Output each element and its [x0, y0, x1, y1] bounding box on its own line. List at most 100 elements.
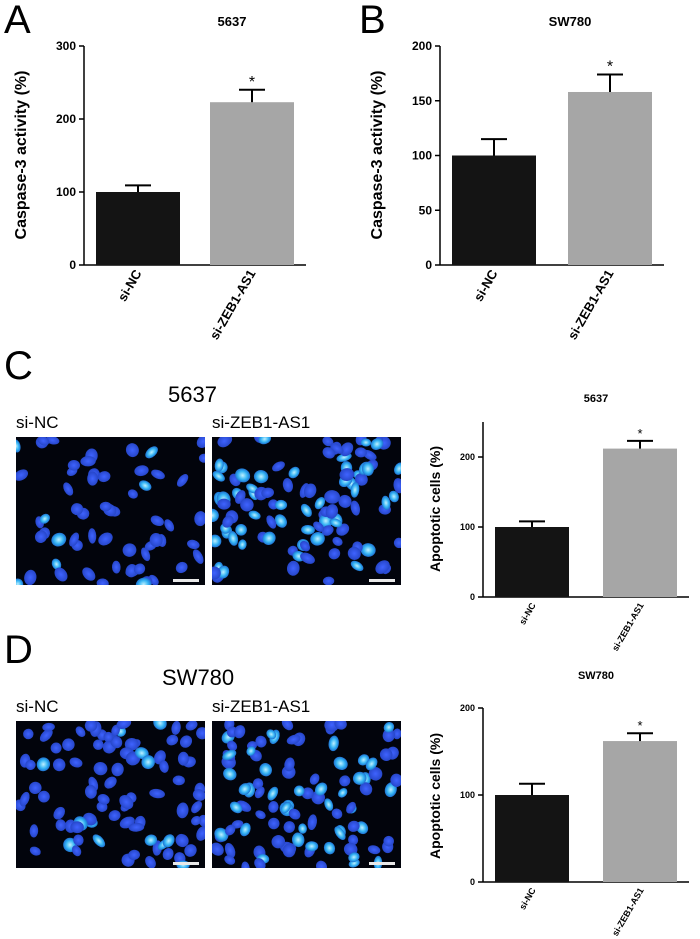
nucleus [288, 808, 301, 820]
nucleus [252, 778, 264, 790]
nucleus [212, 471, 225, 482]
nuclei-field [16, 437, 205, 585]
nucleus [329, 518, 343, 528]
nucleus [198, 453, 205, 463]
nucleus [268, 801, 279, 813]
y-axis-label-a: Caspase-3 activity (%) [13, 71, 30, 240]
x-tick-label-d-0: si-NC [517, 886, 538, 912]
y-tick-label-a-1: 100 [56, 185, 76, 199]
nucleus [111, 762, 124, 777]
chart-title-b: SW780 [549, 14, 592, 29]
nucleus [267, 786, 279, 801]
nucleus [379, 748, 393, 761]
micrograph-c-si-nc [16, 437, 205, 585]
nucleus [166, 734, 179, 746]
panel-letter-c: C [4, 344, 33, 388]
nucleus [241, 861, 250, 868]
bar-b-0 [452, 155, 536, 265]
nucleus [175, 561, 188, 574]
nucleus [253, 469, 269, 484]
nucleus [365, 757, 378, 771]
y-tick-label-c-1: 100 [460, 522, 475, 532]
nucleus [134, 465, 149, 477]
nucleus [190, 815, 202, 826]
nucleus [334, 721, 347, 730]
nucleus [70, 503, 84, 516]
nucleus [254, 786, 265, 799]
nucleus [240, 498, 254, 512]
nucleus [52, 758, 66, 772]
nucleus [116, 721, 132, 730]
nucleus [150, 515, 164, 527]
nucleus [368, 767, 383, 781]
nucleus [314, 497, 326, 510]
nucleus [315, 860, 328, 868]
micro-label-d-right: si-ZEB1-AS1 [212, 697, 311, 716]
chart-title-d: SW780 [578, 670, 614, 682]
significance-asterisk-c: * [637, 426, 642, 441]
nucleus [322, 447, 336, 459]
nucleus [73, 834, 84, 846]
nucleus [191, 801, 203, 814]
nucleus [51, 532, 67, 547]
nucleus [361, 461, 374, 476]
nucleus [103, 731, 114, 743]
micrograph-d-si-zeb1-as1 [212, 721, 401, 868]
nucleus [34, 530, 48, 543]
nucleus [25, 759, 36, 771]
nucleus [214, 458, 224, 472]
y-tick-label-b-3: 150 [412, 94, 432, 108]
x-tick-label-a-0: si-NC [115, 266, 145, 303]
bar-d-1 [603, 741, 677, 882]
nucleus [67, 460, 80, 471]
significance-asterisk-d: * [637, 718, 642, 733]
nucleus [354, 447, 367, 458]
nucleus [145, 446, 158, 459]
nucleus [229, 801, 243, 814]
nucleus [300, 503, 312, 517]
nucleus [383, 722, 395, 733]
nucleus [225, 824, 236, 836]
nucleus [375, 560, 390, 574]
nucleus [307, 814, 318, 831]
nucleus [291, 832, 305, 848]
nucleus [92, 834, 106, 848]
nucleus [324, 798, 334, 811]
nucleus [135, 577, 152, 585]
nucleus [87, 471, 99, 486]
nucleus [50, 742, 62, 754]
nucleus [62, 738, 75, 751]
nucleus [144, 834, 158, 846]
nucleus [217, 437, 232, 448]
nucleus [228, 531, 239, 546]
nucleus [324, 490, 340, 504]
nucleus [69, 532, 80, 547]
nucleus [71, 845, 82, 857]
y-tick-label-c-2: 200 [460, 452, 475, 462]
y-tick-label-c-0: 0 [470, 592, 475, 602]
y-tick-label-d-0: 0 [470, 877, 475, 887]
nucleus [214, 827, 229, 842]
nucleus [104, 776, 117, 789]
nucleus [328, 548, 341, 560]
nucleus [239, 822, 251, 837]
bar-d-0 [495, 795, 569, 882]
nucleus [16, 469, 29, 481]
nucleus [51, 558, 62, 570]
nucleus [122, 543, 137, 557]
nucleus [332, 536, 343, 546]
nucleus [309, 773, 320, 785]
nucleus [282, 478, 293, 493]
y-axis-label-c: Apoptotic cells (%) [427, 446, 443, 572]
nucleus [55, 819, 67, 831]
x-tick-label-b-1: si-ZEB1-AS1 [565, 267, 617, 342]
nucleus [96, 578, 109, 585]
nucleus [42, 722, 55, 732]
nucleus [212, 508, 219, 523]
nuclei-field [212, 721, 401, 868]
nucleus [323, 841, 336, 855]
nucleus [348, 834, 359, 846]
nucleus [286, 560, 300, 576]
nucleus [301, 787, 314, 800]
y-tick-label-b-4: 200 [412, 39, 432, 53]
